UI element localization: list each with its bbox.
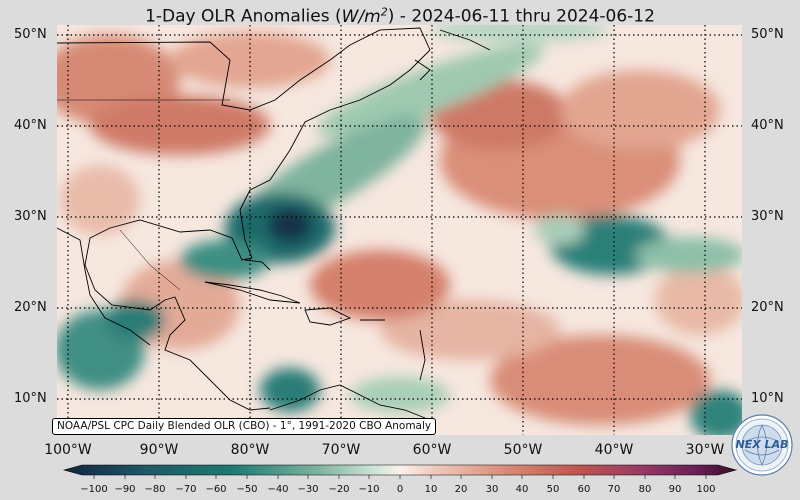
map-title: 1-Day OLR Anomalies (W/m2) - 2024-06-11 … (145, 5, 655, 27)
colorbar-tick-label: −50 (236, 484, 258, 495)
colorbar-tick-label: 60 (577, 484, 591, 495)
lat-label-right: 30°N (751, 209, 784, 224)
lat-label-right: 50°N (751, 27, 784, 42)
colorbar (62, 464, 738, 479)
anomaly-field (57, 25, 742, 435)
colorbar-tick-label: −20 (328, 484, 350, 495)
lat-label-left: 40°N (14, 118, 47, 133)
lon-label: 30°W (685, 442, 725, 458)
colorbar-tick-label: 70 (607, 484, 621, 495)
lon-label: 80°W (230, 442, 270, 458)
lon-label: 70°W (321, 442, 361, 458)
globe-logo-icon: NEX LAB (731, 414, 793, 476)
colorbar-tick-label: −80 (144, 484, 166, 495)
graticule (57, 25, 742, 435)
colorbar-tick-label: −40 (267, 484, 289, 495)
logo-text: NEX LAB (736, 438, 789, 451)
data-source-credit: NOAA/PSL CPC Daily Blended OLR (CBO) - 1… (52, 418, 437, 435)
coastlines (57, 27, 491, 421)
colorbar-tick-label: −10 (358, 484, 380, 495)
lat-label-left: 20°N (14, 300, 47, 315)
lon-label: 100°W (44, 442, 92, 458)
lat-label-left: 30°N (14, 209, 47, 224)
colorbar-tick-label: −30 (297, 484, 319, 495)
lat-label-right: 40°N (751, 118, 784, 133)
colorbar-tick-label: −60 (205, 484, 227, 495)
colorbar-tick-label: 80 (638, 484, 652, 495)
colorbar-tick-label: 90 (668, 484, 682, 495)
colorbar-tick-label: −100 (80, 484, 108, 495)
colorbar-tick-label: 0 (396, 484, 404, 495)
lon-label: 40°W (594, 442, 634, 458)
lon-label: 50°W (503, 442, 543, 458)
lat-label-right: 20°N (751, 300, 784, 315)
lon-label: 90°W (139, 442, 179, 458)
colorbar-tick-label: 40 (515, 484, 529, 495)
colorbar-tick-label: 10 (424, 484, 438, 495)
lat-label-right: 10°N (751, 391, 784, 406)
colorbar-tick-label: 100 (696, 484, 716, 495)
lat-label-left: 50°N (14, 27, 47, 42)
colorbar-tick-label: −90 (114, 484, 136, 495)
colorbar-tick-label: 30 (485, 484, 499, 495)
lat-label-left: 10°N (14, 391, 47, 406)
colorbar-tick-label: 50 (546, 484, 560, 495)
colorbar-tick-label: −70 (175, 484, 197, 495)
lon-label: 60°W (412, 442, 452, 458)
colorbar-tick-label: 20 (454, 484, 468, 495)
